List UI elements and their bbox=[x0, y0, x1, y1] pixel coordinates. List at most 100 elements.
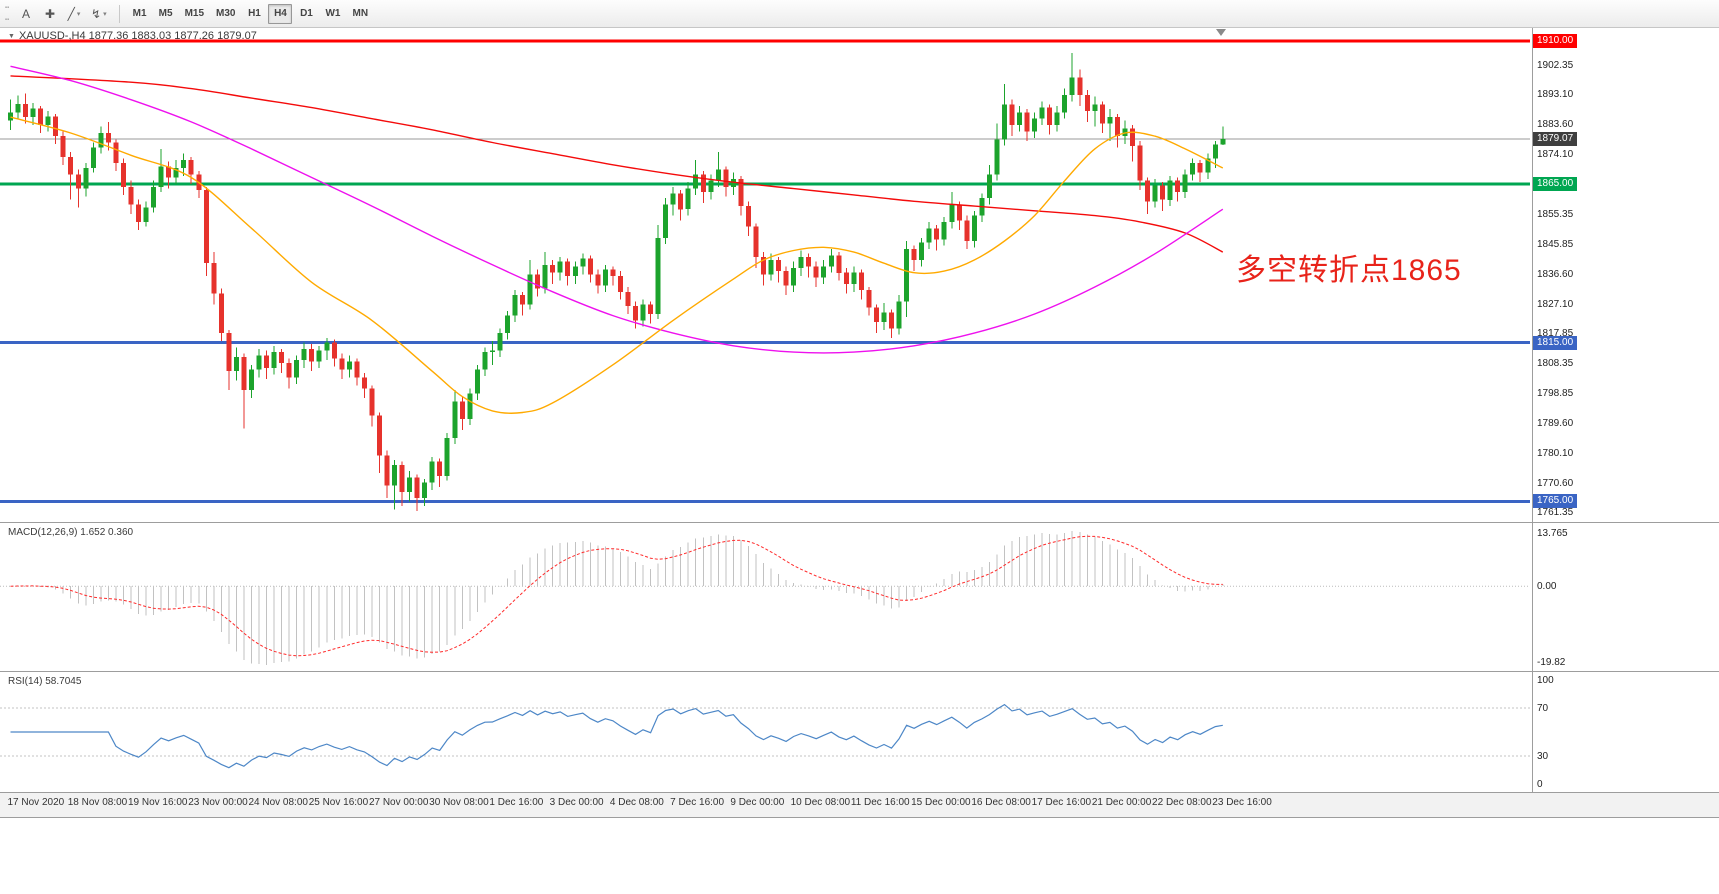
timeframe-button-m30[interactable]: M30 bbox=[211, 4, 240, 24]
draw-tools-button[interactable]: ╱ ▾ bbox=[63, 3, 85, 25]
candle-body bbox=[301, 348, 307, 360]
price-tick: 1836.60 bbox=[1537, 268, 1574, 280]
candlestick-series bbox=[8, 53, 1226, 511]
candle-body bbox=[791, 268, 797, 286]
toolbar-drag-handle[interactable]: ▪▪ ▪▪ bbox=[0, 2, 14, 26]
candle-body bbox=[505, 315, 510, 334]
timeframe-button-h4[interactable]: H4 bbox=[268, 3, 293, 24]
time-tick: 17 Nov 2020 bbox=[7, 797, 65, 808]
candle-body bbox=[233, 356, 239, 372]
candle-body bbox=[745, 206, 751, 227]
candle-body bbox=[730, 179, 736, 187]
macd-scale-max: 13.765 bbox=[1537, 528, 1568, 539]
candle-body bbox=[128, 187, 134, 205]
candle-body bbox=[407, 477, 413, 492]
price-label-1865.00: 1865.00 bbox=[1533, 176, 1578, 191]
ma-mid-magenta bbox=[10, 65, 1224, 354]
candle-body bbox=[53, 116, 59, 137]
candle-body bbox=[753, 226, 759, 257]
toolbar-separator bbox=[118, 4, 120, 23]
timeframe-button-h1[interactable]: H1 bbox=[242, 4, 266, 24]
macd-histogram bbox=[17, 531, 1224, 665]
candle-body bbox=[497, 333, 503, 351]
objects-tools-button[interactable]: ↯ ▾ bbox=[87, 3, 111, 25]
price-tick: 1789.60 bbox=[1537, 417, 1574, 429]
rsi-scale-70: 70 bbox=[1537, 702, 1549, 714]
timeframe-button-m1[interactable]: M1 bbox=[128, 4, 152, 24]
candle-body bbox=[971, 215, 977, 241]
crosshair-tool-button[interactable]: ✚ bbox=[39, 3, 61, 25]
candle-body bbox=[535, 274, 541, 289]
candle-body bbox=[369, 388, 375, 416]
candle-body bbox=[798, 256, 804, 268]
price-tick: 1883.60 bbox=[1537, 119, 1574, 131]
candle-body bbox=[271, 352, 277, 368]
price-tick: 1902.35 bbox=[1537, 59, 1574, 71]
candle-body bbox=[1009, 104, 1015, 125]
timeframe-button-mn[interactable]: MN bbox=[347, 4, 373, 24]
price-label-1765.00: 1765.00 bbox=[1533, 494, 1578, 509]
candle-body bbox=[1039, 107, 1045, 119]
candle-body bbox=[1205, 158, 1211, 173]
candle-body bbox=[1160, 185, 1166, 200]
docked-toolbar-icon: ▪▪ bbox=[4, 16, 10, 23]
timeframe-button-d1[interactable]: D1 bbox=[294, 4, 318, 24]
chart-title: ▼ XAUUSD-,H4 1877.36 1883.03 1877.26 187… bbox=[8, 30, 257, 42]
candle-body bbox=[610, 269, 616, 276]
candle-body bbox=[768, 260, 774, 275]
price-tick: 1798.85 bbox=[1537, 388, 1574, 400]
time-tick: 11 Dec 16:00 bbox=[850, 797, 910, 808]
time-tick: 23 Dec 16:00 bbox=[1212, 797, 1272, 808]
candle-body bbox=[904, 248, 910, 302]
timeframe-button-m5[interactable]: M5 bbox=[154, 4, 178, 24]
candle-body bbox=[1077, 77, 1083, 95]
candle-body bbox=[738, 179, 744, 207]
candle-body bbox=[75, 174, 81, 189]
price-tick: 1770.60 bbox=[1537, 478, 1574, 490]
bid-price-label: 1879.07 bbox=[1533, 132, 1578, 147]
candle-body bbox=[1002, 104, 1007, 140]
trendline-icon: ╱ bbox=[67, 6, 75, 21]
time-axis-strip[interactable] bbox=[0, 793, 1719, 817]
time-tick: 23 Nov 00:00 bbox=[188, 797, 248, 808]
candle-body bbox=[693, 174, 699, 189]
candle-body bbox=[715, 169, 721, 181]
candle-body bbox=[83, 168, 89, 189]
time-tick: 24 Nov 08:00 bbox=[248, 797, 308, 808]
candle-body bbox=[264, 355, 269, 368]
candle-body bbox=[151, 187, 157, 208]
candle-body bbox=[1017, 112, 1022, 126]
candle-body bbox=[1130, 128, 1135, 146]
rsi-line bbox=[10, 703, 1223, 769]
candle-body bbox=[324, 342, 330, 351]
price-tick: 1808.35 bbox=[1537, 358, 1574, 370]
time-tick: 17 Dec 16:00 bbox=[1031, 797, 1092, 808]
chart-shift-marker[interactable] bbox=[1216, 29, 1226, 36]
candle-body bbox=[143, 207, 149, 222]
timeframe-button-m15[interactable]: M15 bbox=[180, 4, 209, 24]
candle-body bbox=[489, 350, 495, 353]
text-label-tool-button[interactable]: A bbox=[15, 3, 37, 25]
candle-body bbox=[218, 293, 224, 334]
candle-body bbox=[956, 204, 962, 221]
macd-signal-line bbox=[10, 535, 1223, 657]
candle-body bbox=[1182, 174, 1188, 192]
candle-body bbox=[316, 350, 322, 362]
price-label-1815.00: 1815.00 bbox=[1533, 335, 1578, 350]
candle-body bbox=[587, 258, 593, 275]
time-tick: 30 Nov 08:00 bbox=[429, 797, 489, 808]
candle-body bbox=[203, 190, 209, 264]
candle-body bbox=[294, 360, 300, 378]
symbol-caret-icon[interactable]: ▼ bbox=[8, 32, 15, 40]
rsi-scale-30: 30 bbox=[1537, 750, 1549, 762]
candle-body bbox=[836, 255, 842, 273]
candle-body bbox=[309, 348, 315, 362]
candle-body bbox=[459, 401, 465, 419]
candle-body bbox=[1167, 180, 1173, 200]
candle-body bbox=[776, 260, 782, 272]
candle-body bbox=[520, 295, 525, 305]
timeframe-button-w1[interactable]: W1 bbox=[320, 4, 345, 24]
candle-body bbox=[377, 415, 382, 456]
